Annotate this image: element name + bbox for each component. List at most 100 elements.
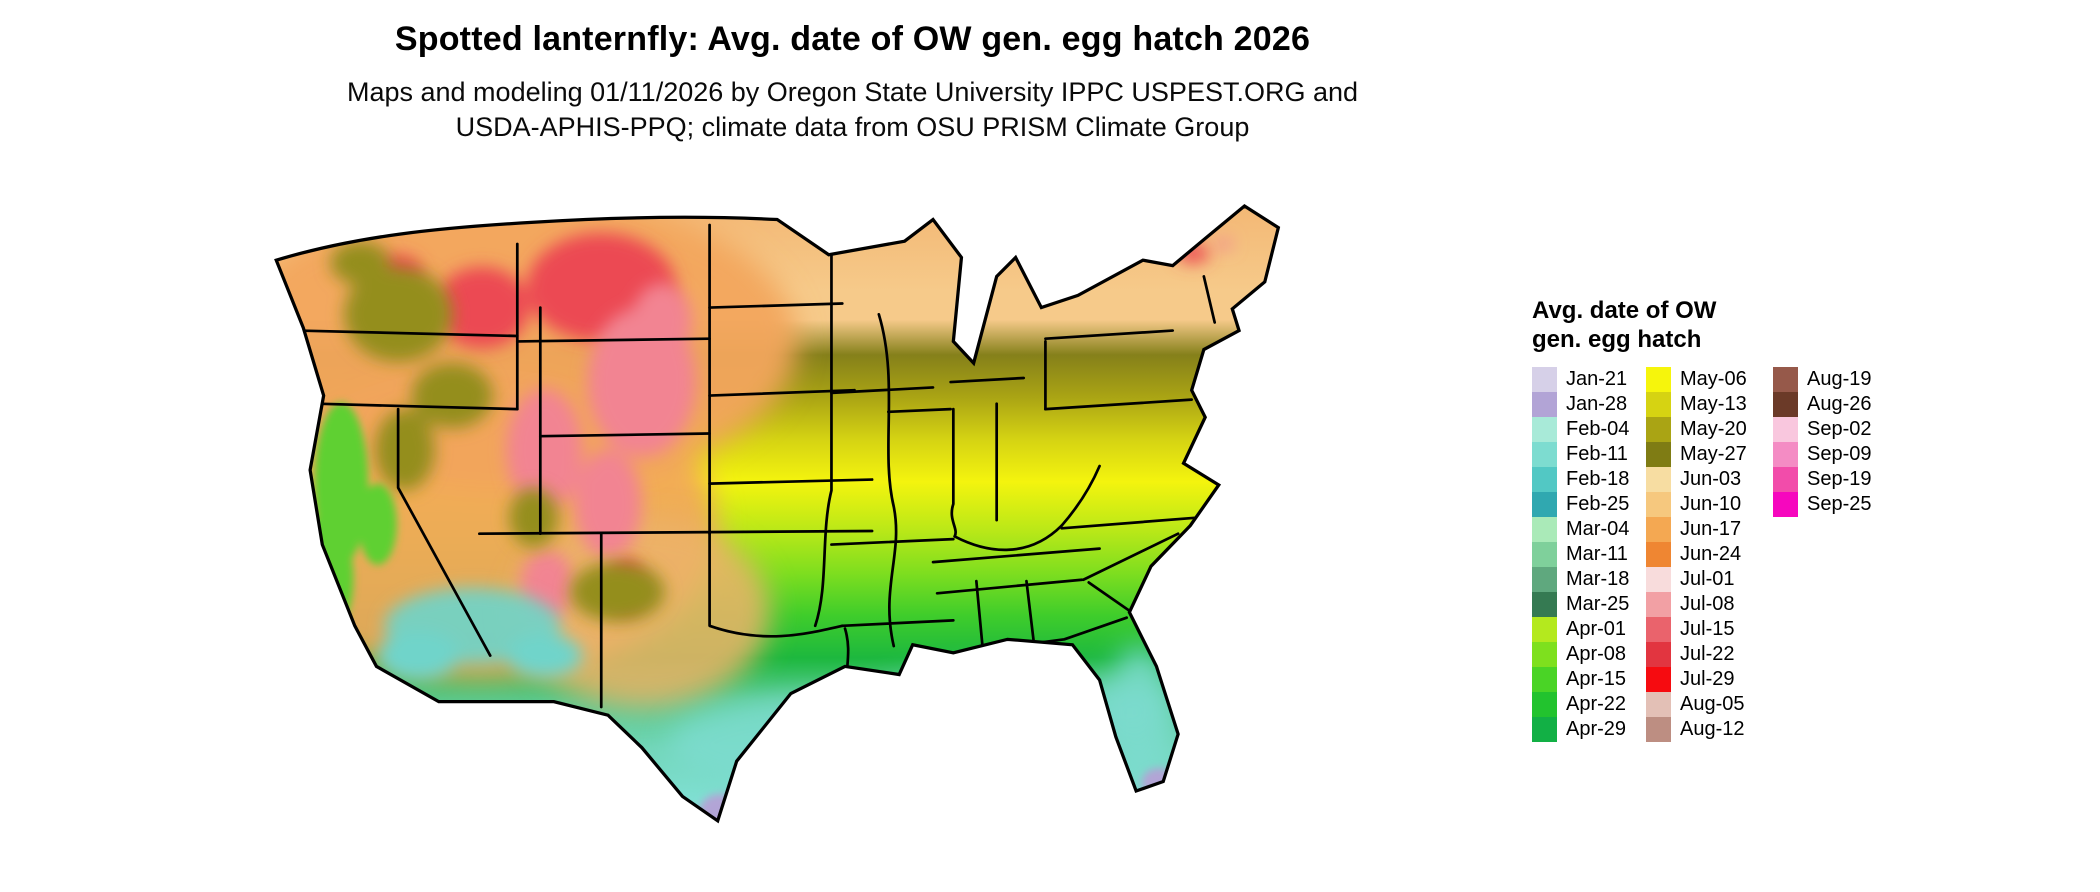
legend-entry: Sep-19 — [1773, 467, 1885, 492]
legend-entry: Jul-15 — [1646, 617, 1773, 642]
legend-swatch — [1646, 492, 1671, 517]
legend-entry: Jun-10 — [1646, 492, 1773, 517]
legend-swatch — [1773, 367, 1798, 392]
legend-swatch — [1646, 392, 1671, 417]
legend-swatch — [1646, 542, 1671, 567]
legend-label: May-20 — [1680, 418, 1747, 440]
legend-label: Aug-05 — [1680, 693, 1745, 715]
legend-column: Aug-19 Aug-26 Sep-02 Sep-09 Sep-19 Sep-25 — [1773, 367, 1885, 517]
legend-label: Feb-11 — [1566, 443, 1628, 465]
legend-entry: Aug-05 — [1646, 692, 1773, 717]
legend-label: Apr-22 — [1566, 693, 1627, 715]
page-title: Spotted lanternfly: Avg. date of OW gen.… — [394, 20, 1311, 58]
legend-swatch — [1646, 417, 1671, 442]
legend-columns: Jan-21 Jan-28 Feb-04 Feb-11 Feb-18 Feb-25 Mar-… — [1532, 367, 1885, 742]
legend-swatch — [1646, 692, 1671, 717]
legend-swatch — [1646, 592, 1671, 617]
legend-label: Sep-09 — [1807, 443, 1872, 465]
legend-swatch — [1646, 667, 1671, 692]
legend-entry: Jul-01 — [1646, 567, 1773, 592]
legend-swatch — [1646, 617, 1671, 642]
legend-label: Aug-26 — [1807, 393, 1872, 415]
legend-swatch — [1532, 492, 1557, 517]
legend-swatch — [1532, 367, 1557, 392]
legend-swatch — [1646, 567, 1671, 592]
legend-swatch — [1773, 392, 1798, 417]
legend-entry: Jul-22 — [1646, 642, 1773, 667]
legend-label: Jun-24 — [1680, 543, 1742, 565]
legend-swatch — [1532, 592, 1557, 617]
legend-swatch — [1532, 517, 1557, 542]
legend-swatch — [1532, 542, 1557, 567]
legend-swatch — [1532, 442, 1557, 467]
legend-title-line-2: gen. egg hatch — [1532, 326, 1702, 353]
legend-label: Jun-17 — [1680, 518, 1742, 540]
legend-swatch — [1646, 717, 1671, 742]
legend-column: May-06 May-13 May-20 May-27 Jun-03 Jun-10 Jun-… — [1646, 367, 1773, 742]
legend-swatch — [1646, 467, 1671, 492]
legend-label: Jun-03 — [1680, 468, 1742, 490]
page-subtitle: Maps and modeling 01/11/2026 by Oregon S… — [0, 75, 1705, 145]
legend-label: Sep-02 — [1807, 418, 1872, 440]
map-mountain-olive — [330, 241, 665, 622]
legend-label: Mar-11 — [1566, 543, 1628, 565]
legend-swatch — [1532, 467, 1557, 492]
legend-label: Apr-01 — [1566, 618, 1627, 640]
legend-label: Aug-19 — [1807, 368, 1872, 390]
legend-entry: Jan-21 — [1532, 367, 1646, 392]
legend-entry: Apr-08 — [1532, 642, 1646, 667]
legend-swatch — [1773, 417, 1798, 442]
legend-label: Jan-28 — [1566, 393, 1628, 415]
legend-title: Avg. date of OW gen. egg hatch — [1532, 296, 1885, 354]
legend-label: Jan-21 — [1566, 368, 1628, 390]
legend-label: Jul-01 — [1680, 568, 1735, 590]
legend-entry: Sep-02 — [1773, 417, 1885, 442]
legend-entry: Mar-04 — [1532, 517, 1646, 542]
header: Spotted lanternfly: Avg. date of OW gen.… — [0, 20, 1705, 145]
legend-swatch — [1646, 517, 1671, 542]
legend-label: Aug-12 — [1680, 718, 1745, 740]
legend-entry: Sep-25 — [1773, 492, 1885, 517]
legend-entry: Jul-08 — [1646, 592, 1773, 617]
legend-swatch — [1773, 492, 1798, 517]
legend-entry: Sep-09 — [1773, 442, 1885, 467]
legend-swatch — [1646, 367, 1671, 392]
legend-title-line-1: Avg. date of OW — [1532, 297, 1717, 324]
legend-label: Apr-08 — [1566, 643, 1627, 665]
legend-entry: Apr-29 — [1532, 717, 1646, 742]
legend-entry: Jun-17 — [1646, 517, 1773, 542]
legend-swatch — [1532, 417, 1557, 442]
legend-swatch — [1532, 392, 1557, 417]
legend-entry: Mar-25 — [1532, 592, 1646, 617]
state-borders — [296, 223, 1217, 709]
legend-entry: Apr-01 — [1532, 617, 1646, 642]
legend-entry: Mar-11 — [1532, 542, 1646, 567]
map-desert-teal — [377, 587, 583, 680]
legend-swatch — [1532, 717, 1557, 742]
legend-label: Mar-04 — [1566, 518, 1630, 540]
legend-label: Apr-29 — [1566, 718, 1627, 740]
subtitle-line-2: USDA-APHIS-PPQ; climate data from OSU PR… — [455, 112, 1250, 142]
legend-entry: Jan-28 — [1532, 392, 1646, 417]
legend-label: Jul-08 — [1680, 593, 1735, 615]
legend-entry: Feb-11 — [1532, 442, 1646, 467]
legend-entry: May-13 — [1646, 392, 1773, 417]
legend-entry: Jun-03 — [1646, 467, 1773, 492]
legend-label: May-27 — [1680, 443, 1747, 465]
map-early-purple — [698, 767, 1177, 821]
legend-label: Feb-04 — [1566, 418, 1630, 440]
legend-label: May-13 — [1680, 393, 1747, 415]
legend-label: Feb-18 — [1566, 468, 1630, 490]
us-outline — [274, 203, 1281, 824]
legend-label: Jul-22 — [1680, 643, 1735, 665]
legend-swatch — [1532, 567, 1557, 592]
legend: Avg. date of OW gen. egg hatch Jan-21 Jan… — [1532, 296, 1885, 742]
legend-entry: Feb-18 — [1532, 467, 1646, 492]
legend-label: Jul-29 — [1680, 668, 1735, 690]
legend-swatch — [1532, 667, 1557, 692]
legend-entry: Jul-29 — [1646, 667, 1773, 692]
legend-label: Mar-18 — [1566, 568, 1630, 590]
legend-label: Mar-25 — [1566, 593, 1630, 615]
legend-label: Sep-25 — [1807, 493, 1872, 515]
legend-entry: Feb-25 — [1532, 492, 1646, 517]
